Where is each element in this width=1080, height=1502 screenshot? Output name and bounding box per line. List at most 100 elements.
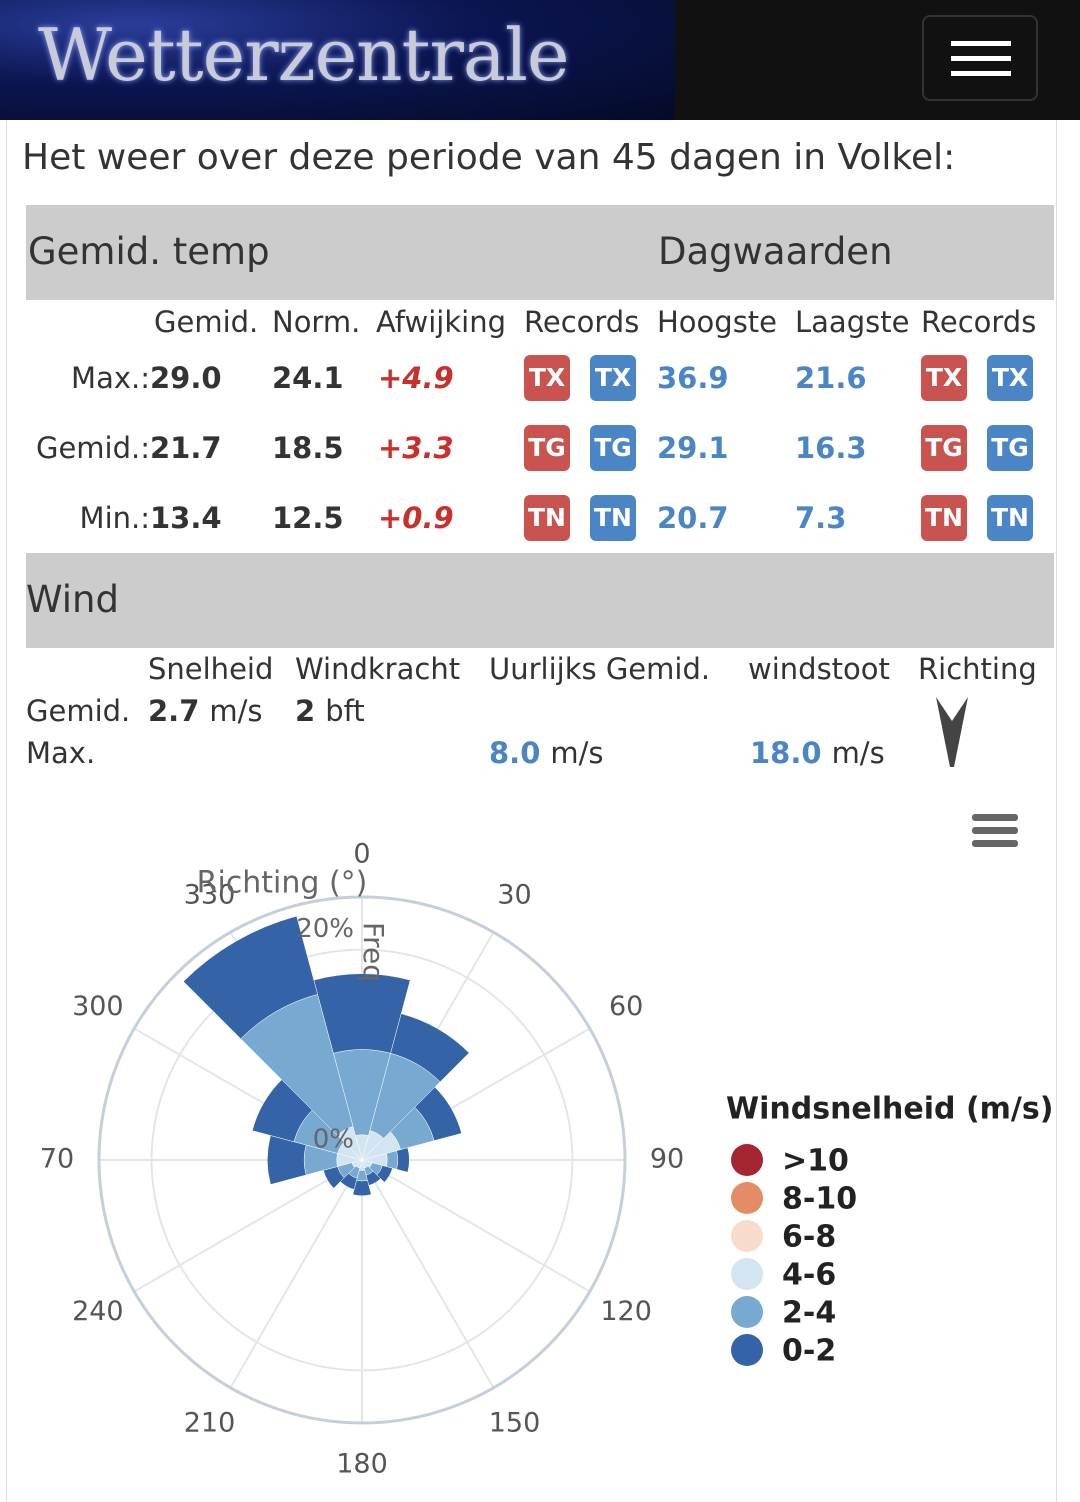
column-header: Afwijking <box>376 305 506 339</box>
intro: Het weer over deze periode van 45 dagen … <box>22 137 956 178</box>
record-badge[interactable]: TX <box>921 355 967 401</box>
highest: 29.1 <box>657 431 729 465</box>
temp-subtitle: Dagwaarden <box>658 230 893 273</box>
deviation: +3.3 <box>378 431 454 465</box>
row-label: Gemid.: <box>35 431 150 465</box>
hourly-unit: m/s <box>550 736 604 770</box>
record-badge[interactable]: TX <box>524 355 570 401</box>
temp-title: Gemid. temp <box>28 230 270 273</box>
menu-icon-line <box>951 41 1011 46</box>
record-badge[interactable]: TN <box>524 495 570 541</box>
polar-frame <box>97 895 627 1425</box>
record-badge[interactable]: TN <box>987 495 1033 541</box>
wind-band <box>26 553 1054 648</box>
record-badge[interactable]: TG <box>987 425 1033 471</box>
wind-rose-chart: 0 30 60 90 120 150 180 210 240 70 300 330 0% 20% Richt… <box>40 814 1053 1480</box>
column-header: Richting <box>918 652 1037 686</box>
legend-swatch <box>731 1296 763 1328</box>
deviation: +0.9 <box>378 501 454 535</box>
lowest: 21.6 <box>795 361 867 395</box>
bar-segment <box>323 1166 345 1189</box>
bar-segment <box>365 1170 381 1186</box>
x-axis-title: Richting (°) <box>197 866 368 901</box>
highest: 36.9 <box>657 361 729 395</box>
record-badge[interactable]: TG <box>590 425 636 471</box>
x-tick-label: 330 <box>184 879 236 910</box>
menu-icon-line <box>951 56 1011 61</box>
row-label: Max. <box>26 736 96 770</box>
bar-segment <box>340 1173 358 1190</box>
logo[interactable]: Wetterzentrale <box>38 13 569 97</box>
column-header: windstoot <box>748 652 890 686</box>
column-header: Snelheid <box>148 652 274 686</box>
hourly-value: 8.0 <box>489 736 541 770</box>
record-badge[interactable]: TX <box>590 355 636 401</box>
grid-circle <box>150 948 574 1372</box>
x-tick-label: 120 <box>600 1296 652 1327</box>
legend-label: 4-6 <box>782 1258 836 1293</box>
border-left <box>6 120 7 1502</box>
legend-label: 6-8 <box>782 1220 836 1255</box>
x-tick-label: 90 <box>650 1144 684 1175</box>
legend-title: Windsnelheid (m/s) <box>726 1092 1053 1127</box>
legend-swatch <box>731 1334 763 1366</box>
record-badge[interactable]: TN <box>590 495 636 541</box>
speed: 2.7 m/s <box>148 693 263 729</box>
x-tick-label: 210 <box>184 1408 236 1439</box>
legend-label: 8-10 <box>782 1182 857 1217</box>
legend-swatch <box>731 1144 763 1176</box>
menu-button[interactable] <box>922 15 1038 101</box>
bar-segment <box>396 1147 410 1173</box>
record-badge[interactable]: TX <box>987 355 1033 401</box>
record-badge[interactable]: TG <box>921 425 967 471</box>
x-tick-label: 60 <box>609 991 643 1022</box>
row-label: Max.: <box>71 361 150 395</box>
hourly: 8.0 m/s <box>489 735 604 771</box>
legend-swatch <box>731 1258 763 1290</box>
row-label: Gemid. <box>26 694 131 728</box>
legend-label: 2-4 <box>782 1296 836 1331</box>
force-value: 2 <box>295 694 316 728</box>
normal: 18.5 <box>272 431 344 465</box>
wind-title: Wind <box>26 578 119 621</box>
mean: 13.4 <box>150 501 222 535</box>
column-header: Gemid. <box>154 305 259 339</box>
bar-segment <box>183 915 318 1040</box>
x-tick-label: 180 <box>336 1449 388 1480</box>
legend-swatch <box>731 1182 763 1214</box>
menu-icon-line <box>951 71 1011 76</box>
chart-menu-line <box>972 840 1018 847</box>
grid-spoke <box>133 1159 363 1293</box>
column-header: Records <box>524 305 640 339</box>
speed-value: 2.7 <box>148 694 200 728</box>
bar-segment <box>313 973 411 1054</box>
bar-segment <box>251 1079 313 1143</box>
grid-spoke <box>361 1159 495 1389</box>
speed-unit: m/s <box>209 694 263 728</box>
record-badge[interactable]: TN <box>921 495 967 541</box>
normal: 12.5 <box>272 501 344 535</box>
bar-segment <box>386 1150 399 1170</box>
normal: 24.1 <box>272 361 344 395</box>
chart-menu-line <box>972 814 1018 821</box>
arrow-shape <box>936 697 968 767</box>
row-label: Min.: <box>79 501 150 535</box>
column-header: Laagste <box>795 305 910 339</box>
gust-unit: m/s <box>831 736 885 770</box>
force-unit: bft <box>325 694 365 728</box>
legend-label: 0-2 <box>782 1334 836 1369</box>
highest: 20.7 <box>657 501 729 535</box>
lowest: 7.3 <box>795 501 847 535</box>
grid-spoke <box>229 1159 363 1389</box>
x-tick-label: 70 <box>40 1144 74 1175</box>
column-header: Windkracht <box>295 652 461 686</box>
column-header: Norm. <box>272 305 361 339</box>
record-badge[interactable]: TG <box>524 425 570 471</box>
logo-bg <box>0 0 675 120</box>
force: 2 bft <box>295 693 365 729</box>
mean: 29.0 <box>150 361 222 395</box>
gust-value: 18.0 <box>750 736 822 770</box>
chart-menu[interactable] <box>972 814 1018 847</box>
